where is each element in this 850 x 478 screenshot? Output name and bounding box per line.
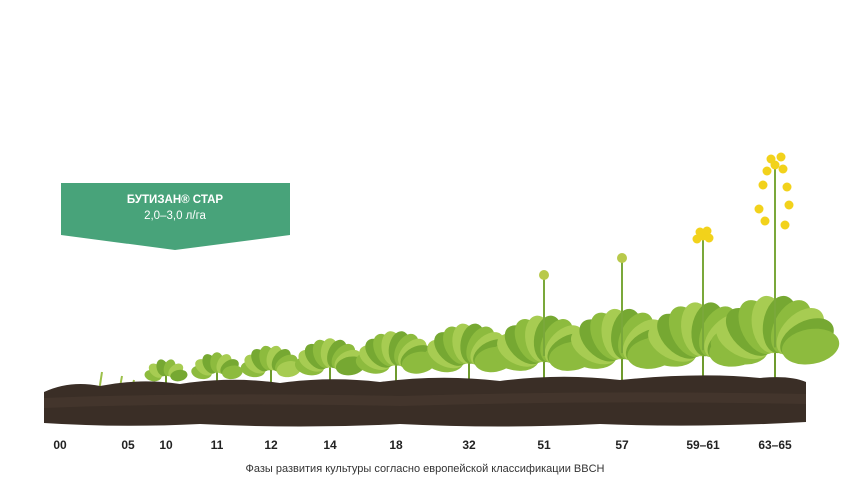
plant bbox=[710, 152, 840, 390]
leaf bbox=[170, 369, 188, 382]
bud bbox=[617, 253, 627, 263]
caption: Фазы развития культуры согласно европейс… bbox=[246, 463, 605, 475]
plant bbox=[240, 345, 302, 390]
stage-label: 11 bbox=[211, 438, 224, 452]
stage-label: 57 bbox=[615, 438, 629, 452]
flower bbox=[780, 220, 790, 230]
flower bbox=[695, 227, 705, 237]
stage-label: 51 bbox=[537, 438, 551, 452]
leaf bbox=[222, 365, 243, 380]
flower bbox=[702, 226, 712, 236]
flower bbox=[782, 182, 792, 192]
stage-label: 14 bbox=[323, 438, 337, 452]
stage-label: 59–61 bbox=[686, 438, 720, 452]
flower bbox=[784, 200, 794, 210]
flower bbox=[776, 152, 786, 162]
stage-label: 32 bbox=[462, 438, 476, 452]
flower bbox=[778, 164, 788, 174]
flower bbox=[760, 216, 770, 226]
soil-texture bbox=[44, 392, 806, 408]
stage-label: 63–65 bbox=[758, 438, 792, 452]
flower bbox=[758, 180, 768, 190]
flower bbox=[692, 234, 702, 244]
flower bbox=[754, 204, 764, 214]
stage-label: 05 bbox=[121, 438, 135, 452]
stage-label: 18 bbox=[389, 438, 403, 452]
product-rate: 2,0–3,0 л/га bbox=[144, 210, 206, 222]
plant bbox=[144, 359, 188, 390]
stage-label: 12 bbox=[264, 438, 278, 452]
bud bbox=[539, 270, 549, 280]
flower bbox=[762, 166, 772, 176]
stage-label: 00 bbox=[53, 438, 67, 452]
stage-label: 10 bbox=[159, 438, 173, 452]
plant bbox=[294, 338, 366, 390]
plants bbox=[48, 152, 840, 403]
flower bbox=[766, 154, 776, 164]
flower bbox=[704, 233, 714, 243]
product-name: БУТИЗАН® СТАР bbox=[127, 194, 224, 206]
product-banner bbox=[61, 183, 290, 250]
stage-labels: 00 05 10 11 12 14 18 32 51 57 59–61 63–65 bbox=[53, 438, 792, 452]
leaf bbox=[782, 328, 840, 365]
